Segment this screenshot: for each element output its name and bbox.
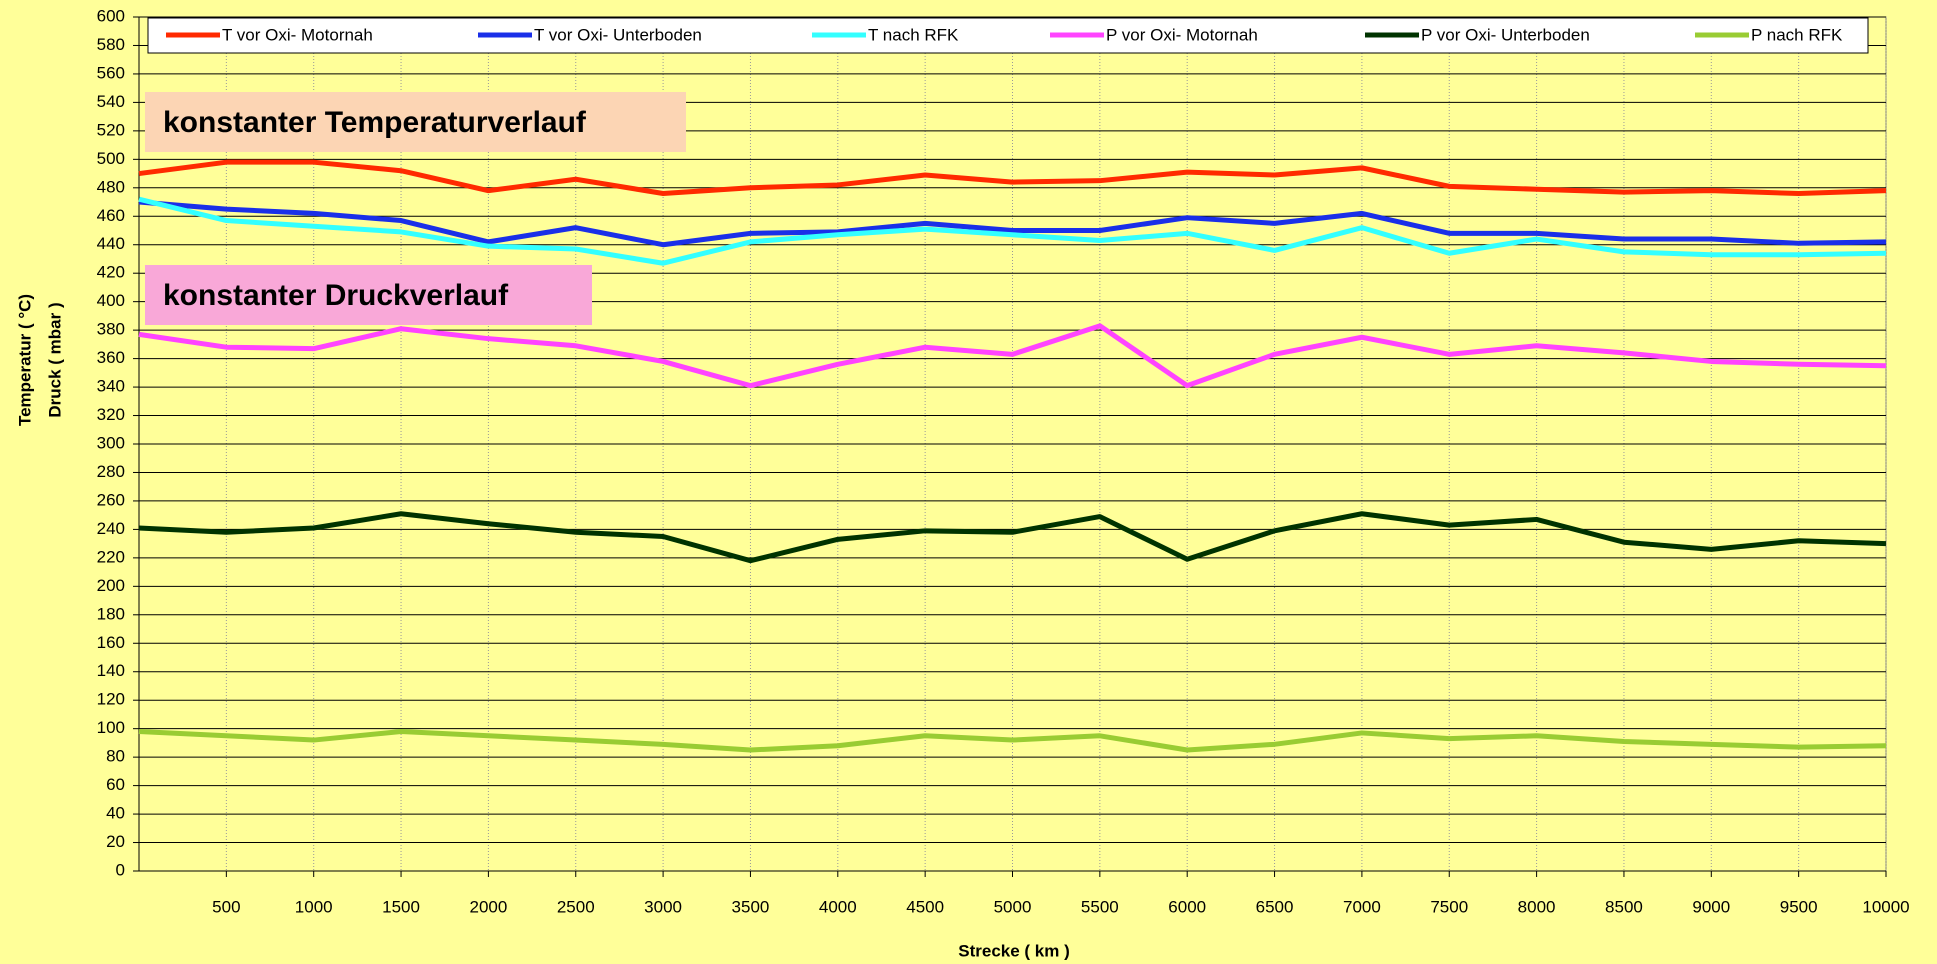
annotation: konstanter Druckverlauf (163, 279, 509, 312)
y-tick-label: 80 (106, 747, 125, 766)
x-tick-label: 7500 (1430, 897, 1468, 916)
y-tick-label: 100 (97, 718, 125, 737)
y-tick-label: 580 (97, 35, 125, 54)
y-axis-title: Temperatur ( °C) (15, 294, 34, 426)
y-tick-label: 540 (97, 92, 125, 111)
y-tick-label: 560 (97, 63, 125, 82)
y-tick-label: 320 (97, 405, 125, 424)
y-tick-label: 140 (97, 661, 125, 680)
x-tick-label: 5500 (1081, 897, 1119, 916)
x-tick-label: 6000 (1168, 897, 1206, 916)
y-tick-label: 500 (97, 149, 125, 168)
y-tick-label: 180 (97, 604, 125, 623)
legend-label: T nach RFK (868, 25, 959, 44)
x-tick-label: 2500 (557, 897, 595, 916)
x-tick-label: 8000 (1518, 897, 1556, 916)
legend-label: P vor Oxi- Motornah (1106, 25, 1258, 44)
x-tick-label: 6500 (1256, 897, 1294, 916)
series-line (138, 323, 1887, 389)
x-tick-label: 8500 (1605, 897, 1643, 916)
x-tick-label: 1500 (382, 897, 420, 916)
y-tick-label: 440 (97, 234, 125, 253)
annotation-box (145, 265, 592, 325)
y-tick-label: 260 (97, 490, 125, 509)
x-tick-label: 500 (212, 897, 240, 916)
legend-label: P nach RFK (1751, 25, 1843, 44)
legend (147, 17, 1869, 54)
y-tick-label: 380 (97, 320, 125, 339)
x-tick-label: 7000 (1343, 897, 1381, 916)
y-tick-label: 480 (97, 177, 125, 196)
legend-label: T vor Oxi- Unterboden (534, 25, 702, 44)
y-tick-label: 160 (97, 633, 125, 652)
y-tick-label: 360 (97, 348, 125, 367)
y-tick-label: 460 (97, 206, 125, 225)
series-line (138, 729, 1887, 753)
y-tick-label: 420 (97, 263, 125, 282)
series-line (138, 511, 1887, 564)
series-line (138, 159, 1887, 196)
y-tick-label: 240 (97, 519, 125, 538)
x-tick-label: 3000 (644, 897, 682, 916)
x-tick-label: 4500 (906, 897, 944, 916)
legend-label: P vor Oxi- Unterboden (1421, 25, 1590, 44)
x-tick-label: 9000 (1692, 897, 1730, 916)
y-tick-label: 300 (97, 433, 125, 452)
y-tick-label: 280 (97, 462, 125, 481)
y-tick-label: 60 (106, 775, 125, 794)
y-tick-label: 200 (97, 576, 125, 595)
y-tick-label: 520 (97, 120, 125, 139)
series-line (138, 199, 1887, 248)
x-tick-label: 9500 (1780, 897, 1818, 916)
x-tick-label: 1000 (295, 897, 333, 916)
y-tick-label: 120 (97, 690, 125, 709)
y-tick-label: 0 (116, 860, 125, 879)
legend-label: T vor Oxi- Motornah (222, 25, 373, 44)
y-tick-label: 600 (97, 6, 125, 25)
y-axis-title: Druck ( mbar ) (45, 302, 64, 417)
series-line (138, 196, 1887, 266)
y-tick-label: 20 (106, 832, 125, 851)
x-tick-label: 2000 (469, 897, 507, 916)
annotation-box (145, 92, 686, 152)
x-tick-label: 3500 (732, 897, 770, 916)
y-tick-label: 220 (97, 547, 125, 566)
y-tick-label: 400 (97, 291, 125, 310)
x-axis-title: Strecke ( km ) (958, 941, 1070, 960)
x-tick-label: 5000 (994, 897, 1032, 916)
y-tick-label: 40 (106, 804, 125, 823)
x-tick-label: 4000 (819, 897, 857, 916)
annotation: konstanter Temperaturverlauf (163, 106, 587, 139)
x-tick-label: 10000 (1862, 897, 1909, 916)
y-tick-label: 340 (97, 377, 125, 396)
